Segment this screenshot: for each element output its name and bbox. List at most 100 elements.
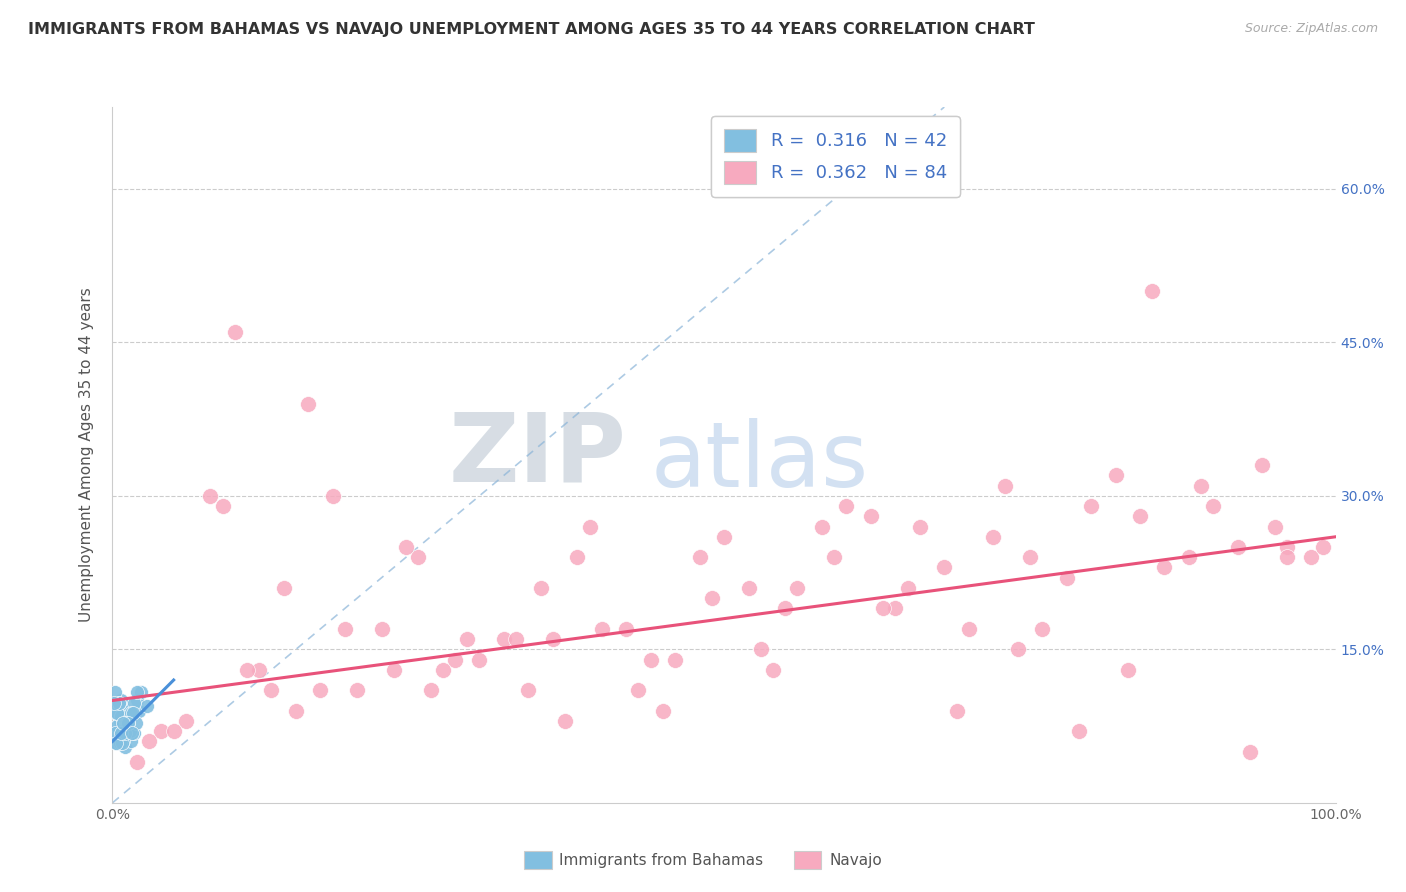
Point [333, 622, 356, 636]
Point [121, 706, 143, 720]
Point [297, 397, 319, 411]
Point [114, 726, 136, 740]
Point [322, 489, 344, 503]
Point [110, 708, 132, 723]
Point [309, 683, 332, 698]
Point [444, 652, 467, 666]
Point [211, 499, 233, 513]
Point [125, 716, 148, 731]
Point [110, 693, 132, 707]
Point [118, 724, 141, 739]
Point [111, 736, 134, 750]
Point [1080, 499, 1102, 513]
Point [104, 726, 127, 740]
Point [1018, 550, 1040, 565]
Point [1007, 642, 1029, 657]
Point [1239, 745, 1261, 759]
Point [284, 704, 308, 718]
Point [346, 683, 368, 698]
Point [1129, 509, 1152, 524]
Point [1264, 519, 1286, 533]
Point [108, 714, 131, 728]
Point [517, 683, 540, 698]
Point [120, 706, 142, 720]
Text: ZIP: ZIP [449, 409, 626, 501]
Point [689, 550, 711, 565]
Point [105, 706, 128, 720]
Point [138, 734, 160, 748]
Point [1226, 540, 1249, 554]
Point [174, 714, 197, 728]
Point [125, 685, 148, 699]
Point [105, 719, 128, 733]
Point [567, 550, 589, 565]
Point [1142, 284, 1164, 298]
Point [1031, 622, 1053, 636]
Point [872, 601, 894, 615]
Point [700, 591, 723, 606]
Point [115, 716, 138, 731]
Point [945, 704, 967, 718]
Point [117, 716, 139, 731]
Point [456, 632, 478, 646]
Point [236, 663, 259, 677]
Point [163, 724, 186, 739]
Point [957, 622, 980, 636]
Point [994, 478, 1017, 492]
Point [664, 652, 686, 666]
Point [117, 716, 139, 731]
Point [811, 519, 834, 533]
Point [111, 726, 134, 740]
Point [1178, 550, 1201, 565]
Point [713, 530, 735, 544]
Point [578, 519, 600, 533]
Point [1104, 468, 1126, 483]
Point [1056, 571, 1078, 585]
Point [105, 736, 128, 750]
Point [200, 489, 222, 503]
Text: IMMIGRANTS FROM BAHAMAS VS NAVAJO UNEMPLOYMENT AMONG AGES 35 TO 44 YEARS CORRELA: IMMIGRANTS FROM BAHAMAS VS NAVAJO UNEMPL… [28, 22, 1035, 37]
Point [432, 663, 454, 677]
Point [247, 663, 270, 677]
Point [224, 325, 246, 339]
Point [1275, 540, 1298, 554]
Point [107, 696, 129, 710]
Point [273, 581, 295, 595]
Text: Source: ZipAtlas.com: Source: ZipAtlas.com [1244, 22, 1378, 36]
Point [110, 726, 132, 740]
Point [120, 734, 142, 748]
Point [107, 696, 129, 710]
Point [124, 726, 146, 740]
Point [737, 581, 759, 595]
Point [125, 755, 148, 769]
Point [823, 550, 845, 565]
Point [1251, 458, 1274, 472]
Point [419, 683, 441, 698]
Point [115, 716, 138, 731]
Point [135, 698, 157, 713]
Point [108, 736, 131, 750]
Point [908, 519, 931, 533]
Point [1116, 663, 1139, 677]
Point [128, 704, 150, 718]
Point [107, 722, 129, 736]
Point [884, 601, 907, 615]
Point [114, 739, 136, 754]
Point [859, 509, 882, 524]
Point [1275, 550, 1298, 565]
Point [614, 622, 637, 636]
Legend: R =  0.316   N = 42, R =  0.362   N = 84: R = 0.316 N = 42, R = 0.362 N = 84 [711, 116, 960, 197]
Point [122, 706, 145, 720]
Point [1189, 478, 1212, 492]
Point [1301, 550, 1323, 565]
Point [260, 683, 283, 698]
Point [934, 560, 956, 574]
Point [150, 724, 173, 739]
Y-axis label: Unemployment Among Ages 35 to 44 years: Unemployment Among Ages 35 to 44 years [79, 287, 94, 623]
Point [835, 499, 858, 513]
Point [492, 632, 515, 646]
Point [749, 642, 772, 657]
Point [125, 693, 148, 707]
Legend: Immigrants from Bahamas, Navajo: Immigrants from Bahamas, Navajo [517, 845, 889, 875]
Point [1202, 499, 1225, 513]
